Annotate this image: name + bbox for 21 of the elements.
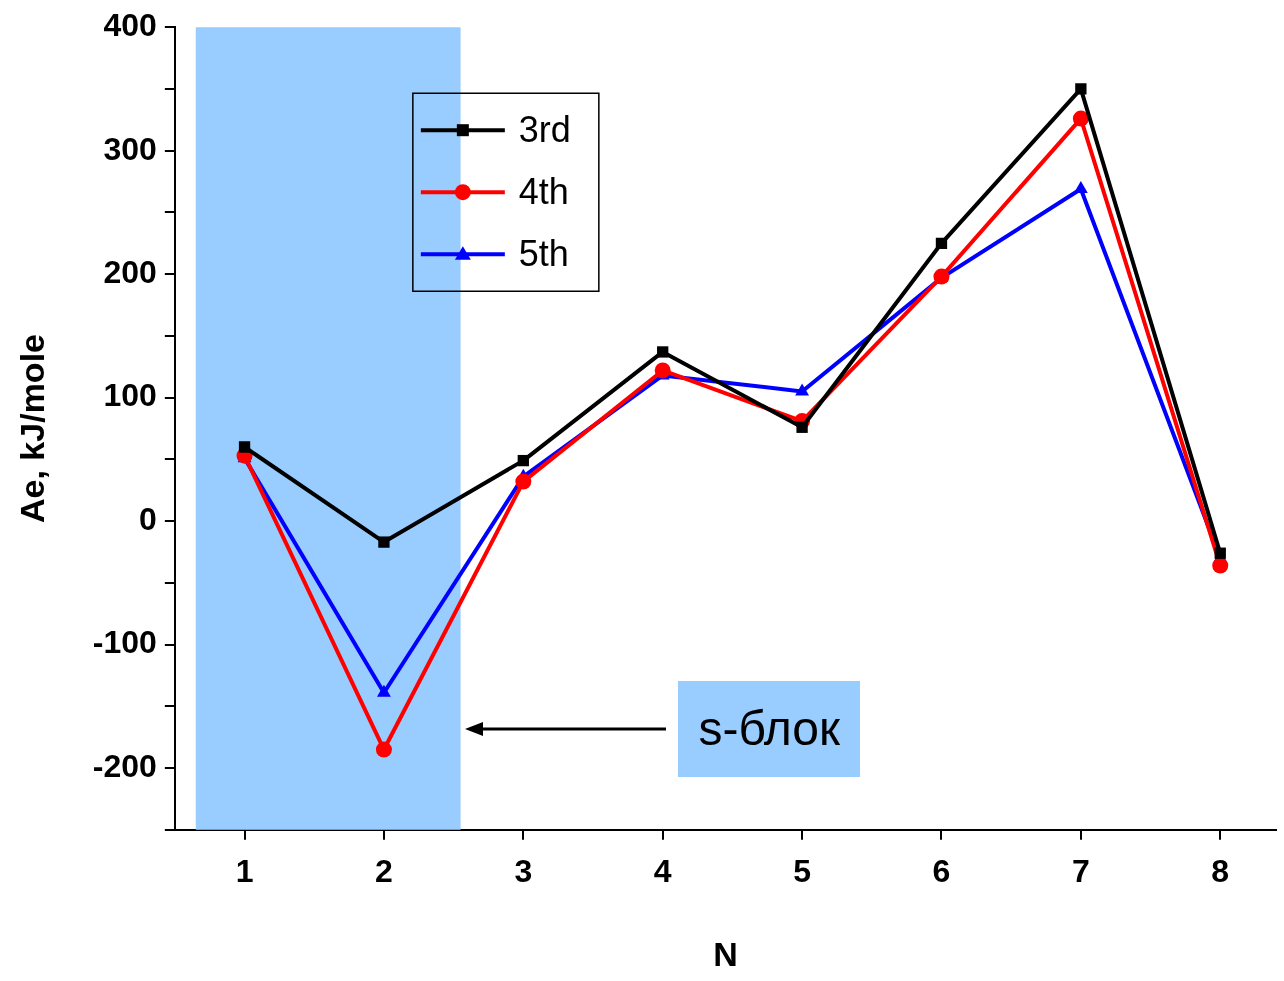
y-tick-label: 0: [139, 500, 157, 537]
y-tick-label: 300: [103, 130, 157, 167]
y-tick-label: -200: [92, 747, 157, 784]
legend-label: 4th: [518, 171, 569, 213]
x-tick-label: 4: [653, 852, 672, 889]
legend-label: 3rd: [518, 109, 571, 151]
x-tick-label: 6: [932, 852, 951, 889]
y-tick-label: 400: [103, 7, 157, 44]
x-tick-label: 8: [1211, 852, 1230, 889]
legend-label: 5th: [518, 233, 569, 275]
y-axis-title: Ae, kJ/mole: [12, 334, 51, 523]
annotation: s-блок: [678, 681, 861, 778]
x-tick-label: 5: [793, 852, 811, 889]
y-tick-label: 100: [103, 377, 157, 414]
x-tick-label: 7: [1071, 852, 1090, 889]
y-tick-label: 200: [103, 253, 157, 290]
x-tick-label: 2: [375, 852, 393, 889]
x-tick-label: 1: [235, 852, 254, 889]
y-tick-label: -100: [92, 624, 157, 661]
x-tick-label: 3: [514, 852, 533, 889]
x-axis-title: N: [713, 934, 738, 973]
